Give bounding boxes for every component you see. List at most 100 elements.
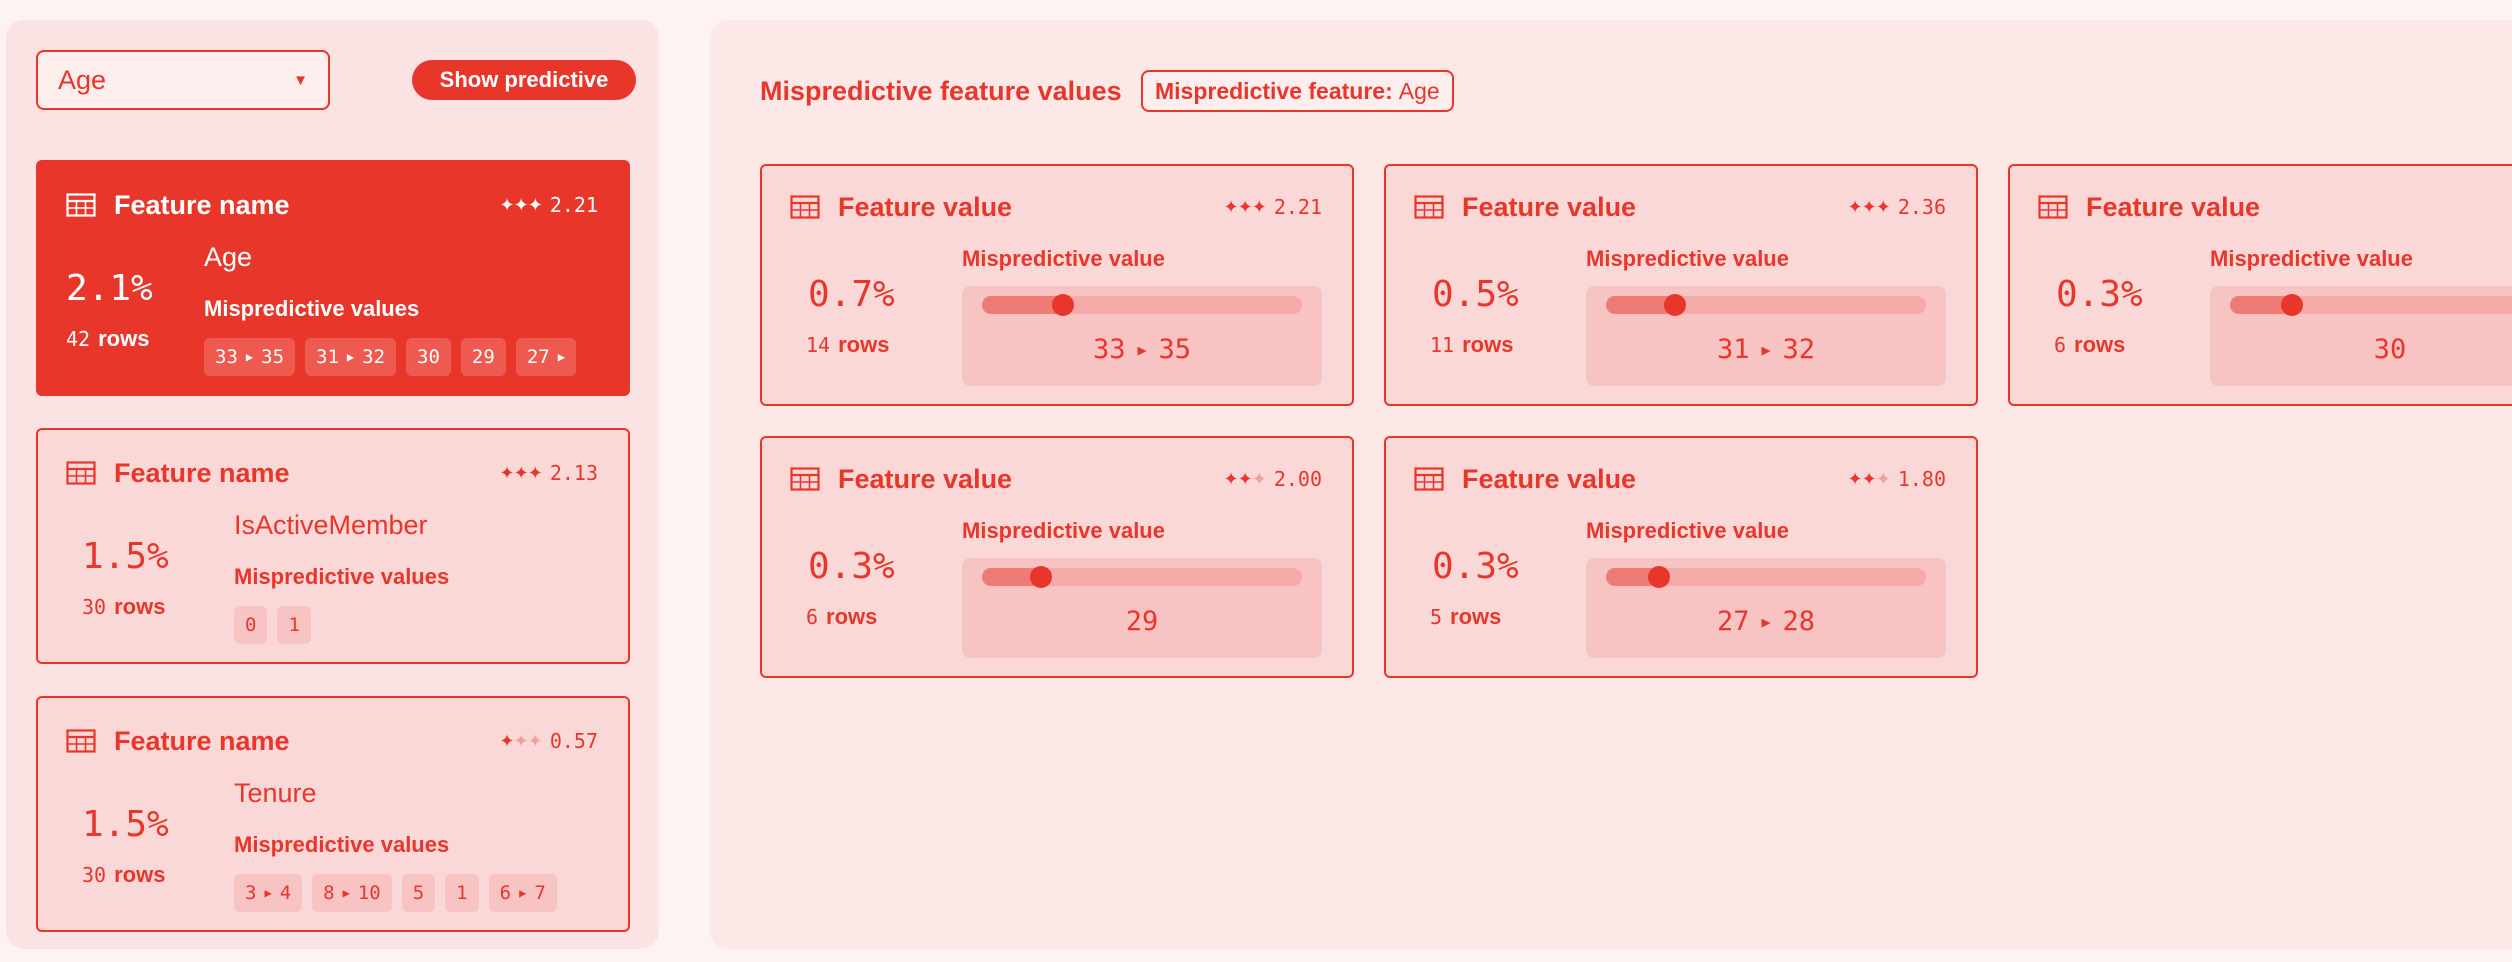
range-slider[interactable] (1606, 294, 1926, 316)
feature-card[interactable]: Feature name ✦✦✦ 0.57 1.5% 30 rows Tenure… (36, 696, 630, 932)
percent-value: 0.7% (808, 274, 895, 315)
range-slider[interactable] (2230, 294, 2512, 316)
slider-thumb[interactable] (1648, 566, 1670, 588)
play-arrow-icon: ▶ (1761, 612, 1771, 631)
card-score: ✦✦✦ 2.21 (500, 193, 598, 217)
value-chip[interactable]: 1 (445, 874, 479, 912)
feature-card[interactable]: Feature name ✦✦✦ 2.13 1.5% 30 rows IsActi… (36, 428, 630, 664)
badge-label: Mispredictive feature: (1155, 77, 1393, 104)
card-score: ✦✦✦ 2.36 (1848, 195, 1946, 219)
slider-thumb[interactable] (1030, 566, 1052, 588)
sparkle-icon: ✦✦✦ (1847, 196, 1891, 217)
score-value: 2.21 (1273, 195, 1322, 219)
card-title: Feature name (114, 457, 290, 488)
feature-value-card[interactable]: Feature value ✦✦✦ 2.36 0.5% 11 rows Mispr… (1384, 164, 1978, 406)
card-header: Feature value ✦✦✦ 2.00 (790, 462, 1322, 496)
value-chip[interactable]: 5 (401, 874, 436, 912)
feature-select[interactable]: Age ▼ (36, 50, 330, 110)
card-header: Feature name ✦✦✦ 2.13 (66, 456, 598, 490)
play-arrow-icon: ▶ (1137, 340, 1147, 359)
table-grid-icon (790, 195, 820, 219)
feature-value-card[interactable]: Feature value ✦✦✦ 2.21 0.7% 14 rows Mispr… (760, 164, 1354, 406)
range-value: 29 (1125, 606, 1159, 637)
card-title: Feature value (1462, 463, 1637, 494)
show-predictive-button[interactable]: Show predictive (412, 60, 636, 100)
mispredictive-values-label: Mispredictive values (204, 296, 420, 321)
slider-fill (982, 296, 1063, 314)
value-chip[interactable]: 31 ▶ 32 (305, 338, 397, 376)
value-chip[interactable]: 27 ▶ (515, 338, 576, 376)
score-value: 2.36 (1897, 195, 1946, 219)
feature-name: Age (204, 242, 253, 272)
card-header: Feature value ✦✦✦ (2038, 190, 2512, 224)
value-chip[interactable]: 8 ▶ 10 (312, 874, 392, 912)
range-value: 27 ▶ 28 (1716, 606, 1816, 637)
mispredictive-values-label: Mispredictive values (234, 564, 450, 589)
card-title: Feature value (838, 463, 1013, 494)
value-chip[interactable]: 33 ▶ 35 (204, 338, 296, 376)
slider-fill (1606, 568, 1659, 586)
mispredictive-value-label: Mispredictive value (962, 246, 1165, 271)
value-chip[interactable]: 0 (234, 606, 268, 644)
play-arrow-icon: ▶ (519, 886, 527, 900)
mispredictive-value-label: Mispredictive value (1586, 518, 1789, 543)
range-slider[interactable] (982, 566, 1302, 588)
score-value: 2.13 (549, 461, 598, 485)
caret-down-icon: ▼ (293, 71, 308, 89)
range-slider[interactable] (982, 294, 1302, 316)
card-score: ✦✦✦ 2.13 (500, 461, 598, 485)
value-chip[interactable]: 30 (406, 338, 451, 376)
slider-thumb[interactable] (1052, 294, 1074, 316)
rows-count: 14 rows (806, 332, 890, 357)
feature-value-card[interactable]: Feature value ✦✦✦ 2.00 0.3% 6 rows Mispre… (760, 436, 1354, 678)
feature-list-panel: Age ▼ Show predictive Feature name ✦✦✦ 2… (6, 20, 659, 949)
sparkle-icon: ✦✦✦ (1223, 196, 1267, 217)
value-chip[interactable]: 1 (277, 606, 311, 644)
value-chips: 3 ▶ 4 8 ▶ 10 5 1 6 ▶ 7 (234, 874, 557, 912)
slider-thumb[interactable] (1664, 294, 1686, 316)
feature-value-card[interactable]: Feature value ✦✦✦ 1.80 0.3% 5 rows Mispre… (1384, 436, 1978, 678)
mispredictive-value-label: Mispredictive value (962, 518, 1165, 543)
value-chip[interactable]: 29 (460, 338, 506, 376)
range-slider[interactable] (1606, 566, 1926, 588)
slider-thumb[interactable] (2281, 294, 2303, 316)
percent-value: 1.5% (82, 804, 169, 845)
value-range-box: 30 (2210, 286, 2512, 386)
play-arrow-icon: ▶ (342, 886, 350, 900)
sparkle-icon: ✦✦✦ (499, 194, 543, 215)
table-grid-icon (66, 729, 96, 753)
table-grid-icon (1414, 195, 1444, 219)
slider-fill (1606, 296, 1675, 314)
mispredictive-value-label: Mispredictive value (2210, 246, 2413, 271)
value-chip[interactable]: 6 ▶ 7 (488, 874, 557, 912)
value-range-box: 33 ▶ 35 (962, 286, 1322, 386)
card-header: Feature value ✦✦✦ 2.21 (790, 190, 1322, 224)
rows-count: 6 rows (806, 604, 878, 629)
value-chip[interactable]: 3 ▶ 4 (234, 874, 303, 912)
feature-card[interactable]: Feature name ✦✦✦ 2.21 2.1% 42 rows Age Mi… (36, 160, 630, 396)
sparkle-icon: ✦✦✦ (499, 462, 543, 483)
table-grid-icon (790, 467, 820, 491)
card-header: Feature name ✦✦✦ 2.21 (66, 188, 598, 222)
value-range-box: 27 ▶ 28 (1586, 558, 1946, 658)
panel-title: Mispredictive feature values (760, 76, 1122, 106)
card-header: Feature value ✦✦✦ 1.80 (1414, 462, 1946, 496)
play-arrow-icon: ▶ (264, 886, 272, 900)
score-value: 2.21 (549, 193, 598, 217)
slider-fill (2230, 296, 2292, 314)
percent-value: 1.5% (82, 536, 169, 577)
value-range-box: 29 (962, 558, 1322, 658)
card-header: Feature name ✦✦✦ 0.57 (66, 724, 598, 758)
sparkle-icon: ✦✦✦ (1223, 468, 1267, 489)
card-title: Feature name (114, 189, 290, 220)
card-title: Feature value (1462, 191, 1637, 222)
rows-count: 5 rows (1430, 604, 1502, 629)
rows-count: 11 rows (1430, 332, 1514, 357)
score-value: 2.00 (1273, 467, 1322, 491)
sparkle-icon: ✦✦✦ (499, 730, 543, 751)
sparkle-icon: ✦✦✦ (1847, 468, 1891, 489)
percent-value: 2.1% (66, 268, 153, 309)
percent-value: 0.3% (1432, 546, 1519, 587)
